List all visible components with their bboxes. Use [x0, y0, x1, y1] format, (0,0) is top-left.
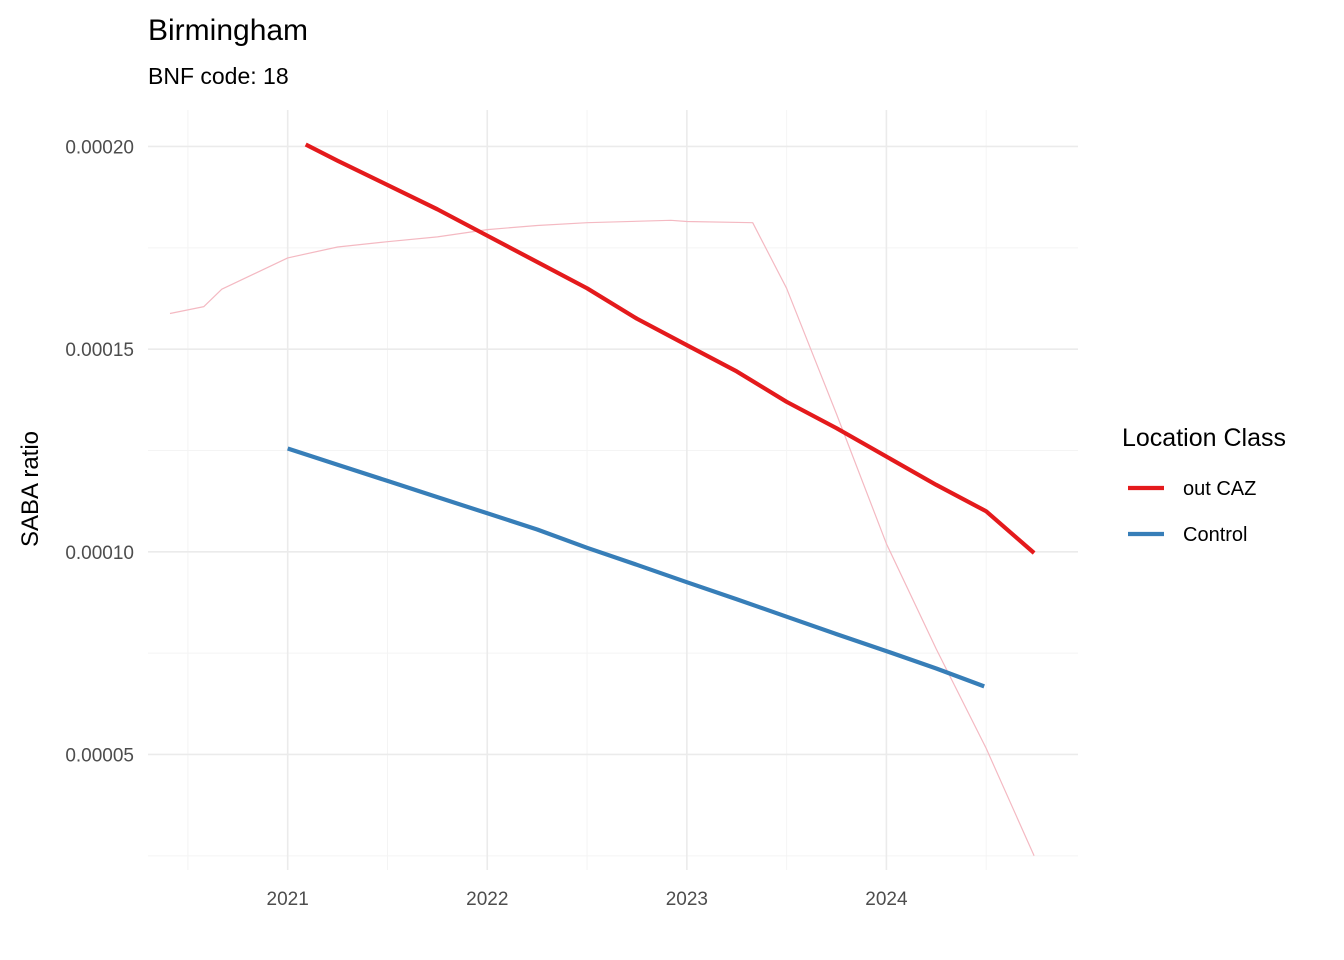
x-tick-label: 2021	[267, 889, 309, 910]
chart-subtitle: BNF code: 18	[148, 63, 289, 89]
x-tick-label: 2024	[865, 889, 908, 910]
y-axis-title: SABA ratio	[17, 431, 44, 547]
y-tick-label: 0.00015	[65, 340, 134, 361]
y-tick-label: 0.00010	[65, 543, 134, 564]
chart-title: Birmingham	[148, 14, 308, 47]
legend: Location Class out CAZ Control	[1122, 424, 1286, 546]
minor-gridlines	[148, 110, 1078, 870]
legend-title: Location Class	[1122, 424, 1286, 452]
series-line-control	[287, 446, 985, 689]
legend-label: out CAZ	[1183, 478, 1256, 500]
y-axis-tick-labels: 0.00005 0.00010 0.00015 0.00020	[65, 137, 134, 766]
series-lines	[169, 142, 1036, 857]
x-tick-label: 2023	[666, 889, 708, 910]
x-axis-tick-labels: 2021 2022 2023 2024	[267, 889, 908, 910]
legend-label: Control	[1183, 524, 1247, 546]
x-tick-label: 2022	[466, 889, 508, 910]
series-line-thin-pink	[169, 219, 1035, 857]
series-line-out-caz	[304, 142, 1036, 555]
y-tick-label: 0.00005	[65, 745, 134, 766]
major-gridlines	[148, 110, 1078, 870]
y-tick-label: 0.00020	[65, 137, 134, 158]
